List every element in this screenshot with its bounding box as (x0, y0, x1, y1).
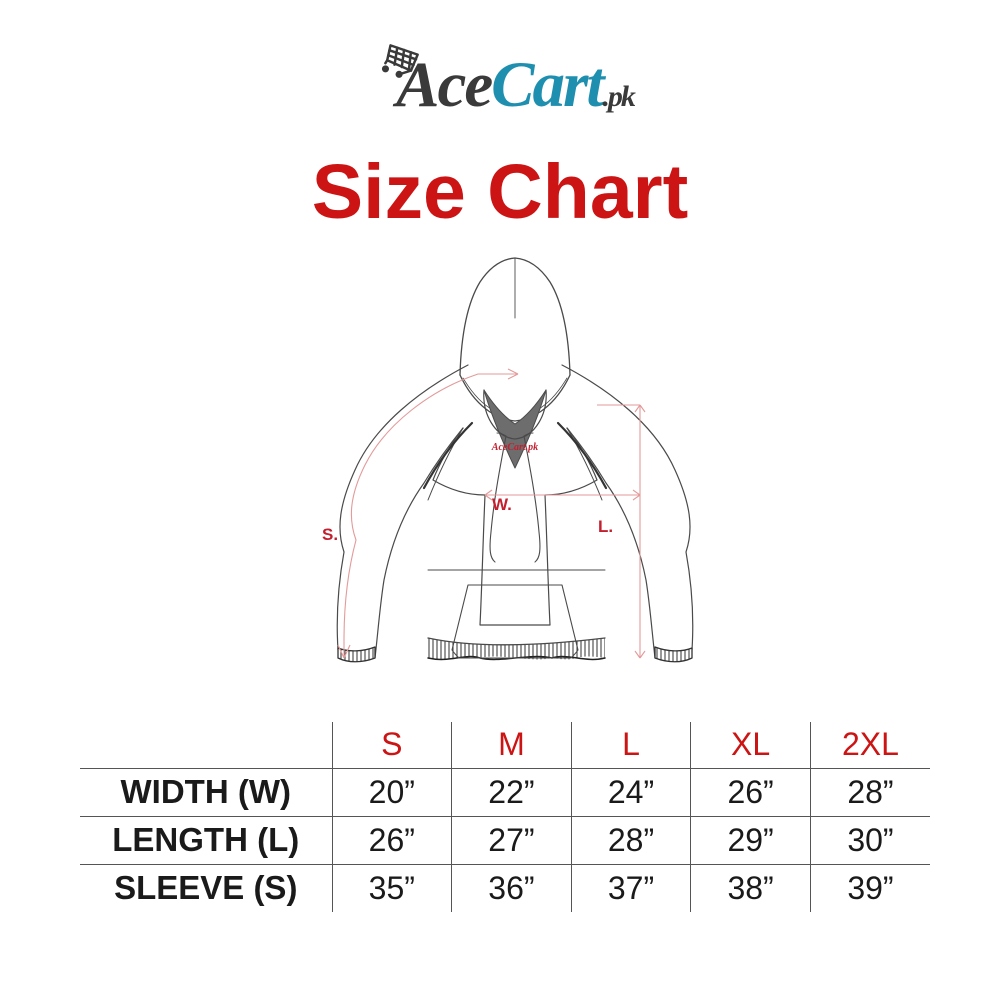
svg-text:L.: L. (598, 517, 613, 536)
svg-text:S.: S. (322, 525, 338, 544)
svg-text:W.: W. (492, 495, 512, 514)
svg-text:AceCart.pk: AceCart.pk (491, 442, 538, 453)
